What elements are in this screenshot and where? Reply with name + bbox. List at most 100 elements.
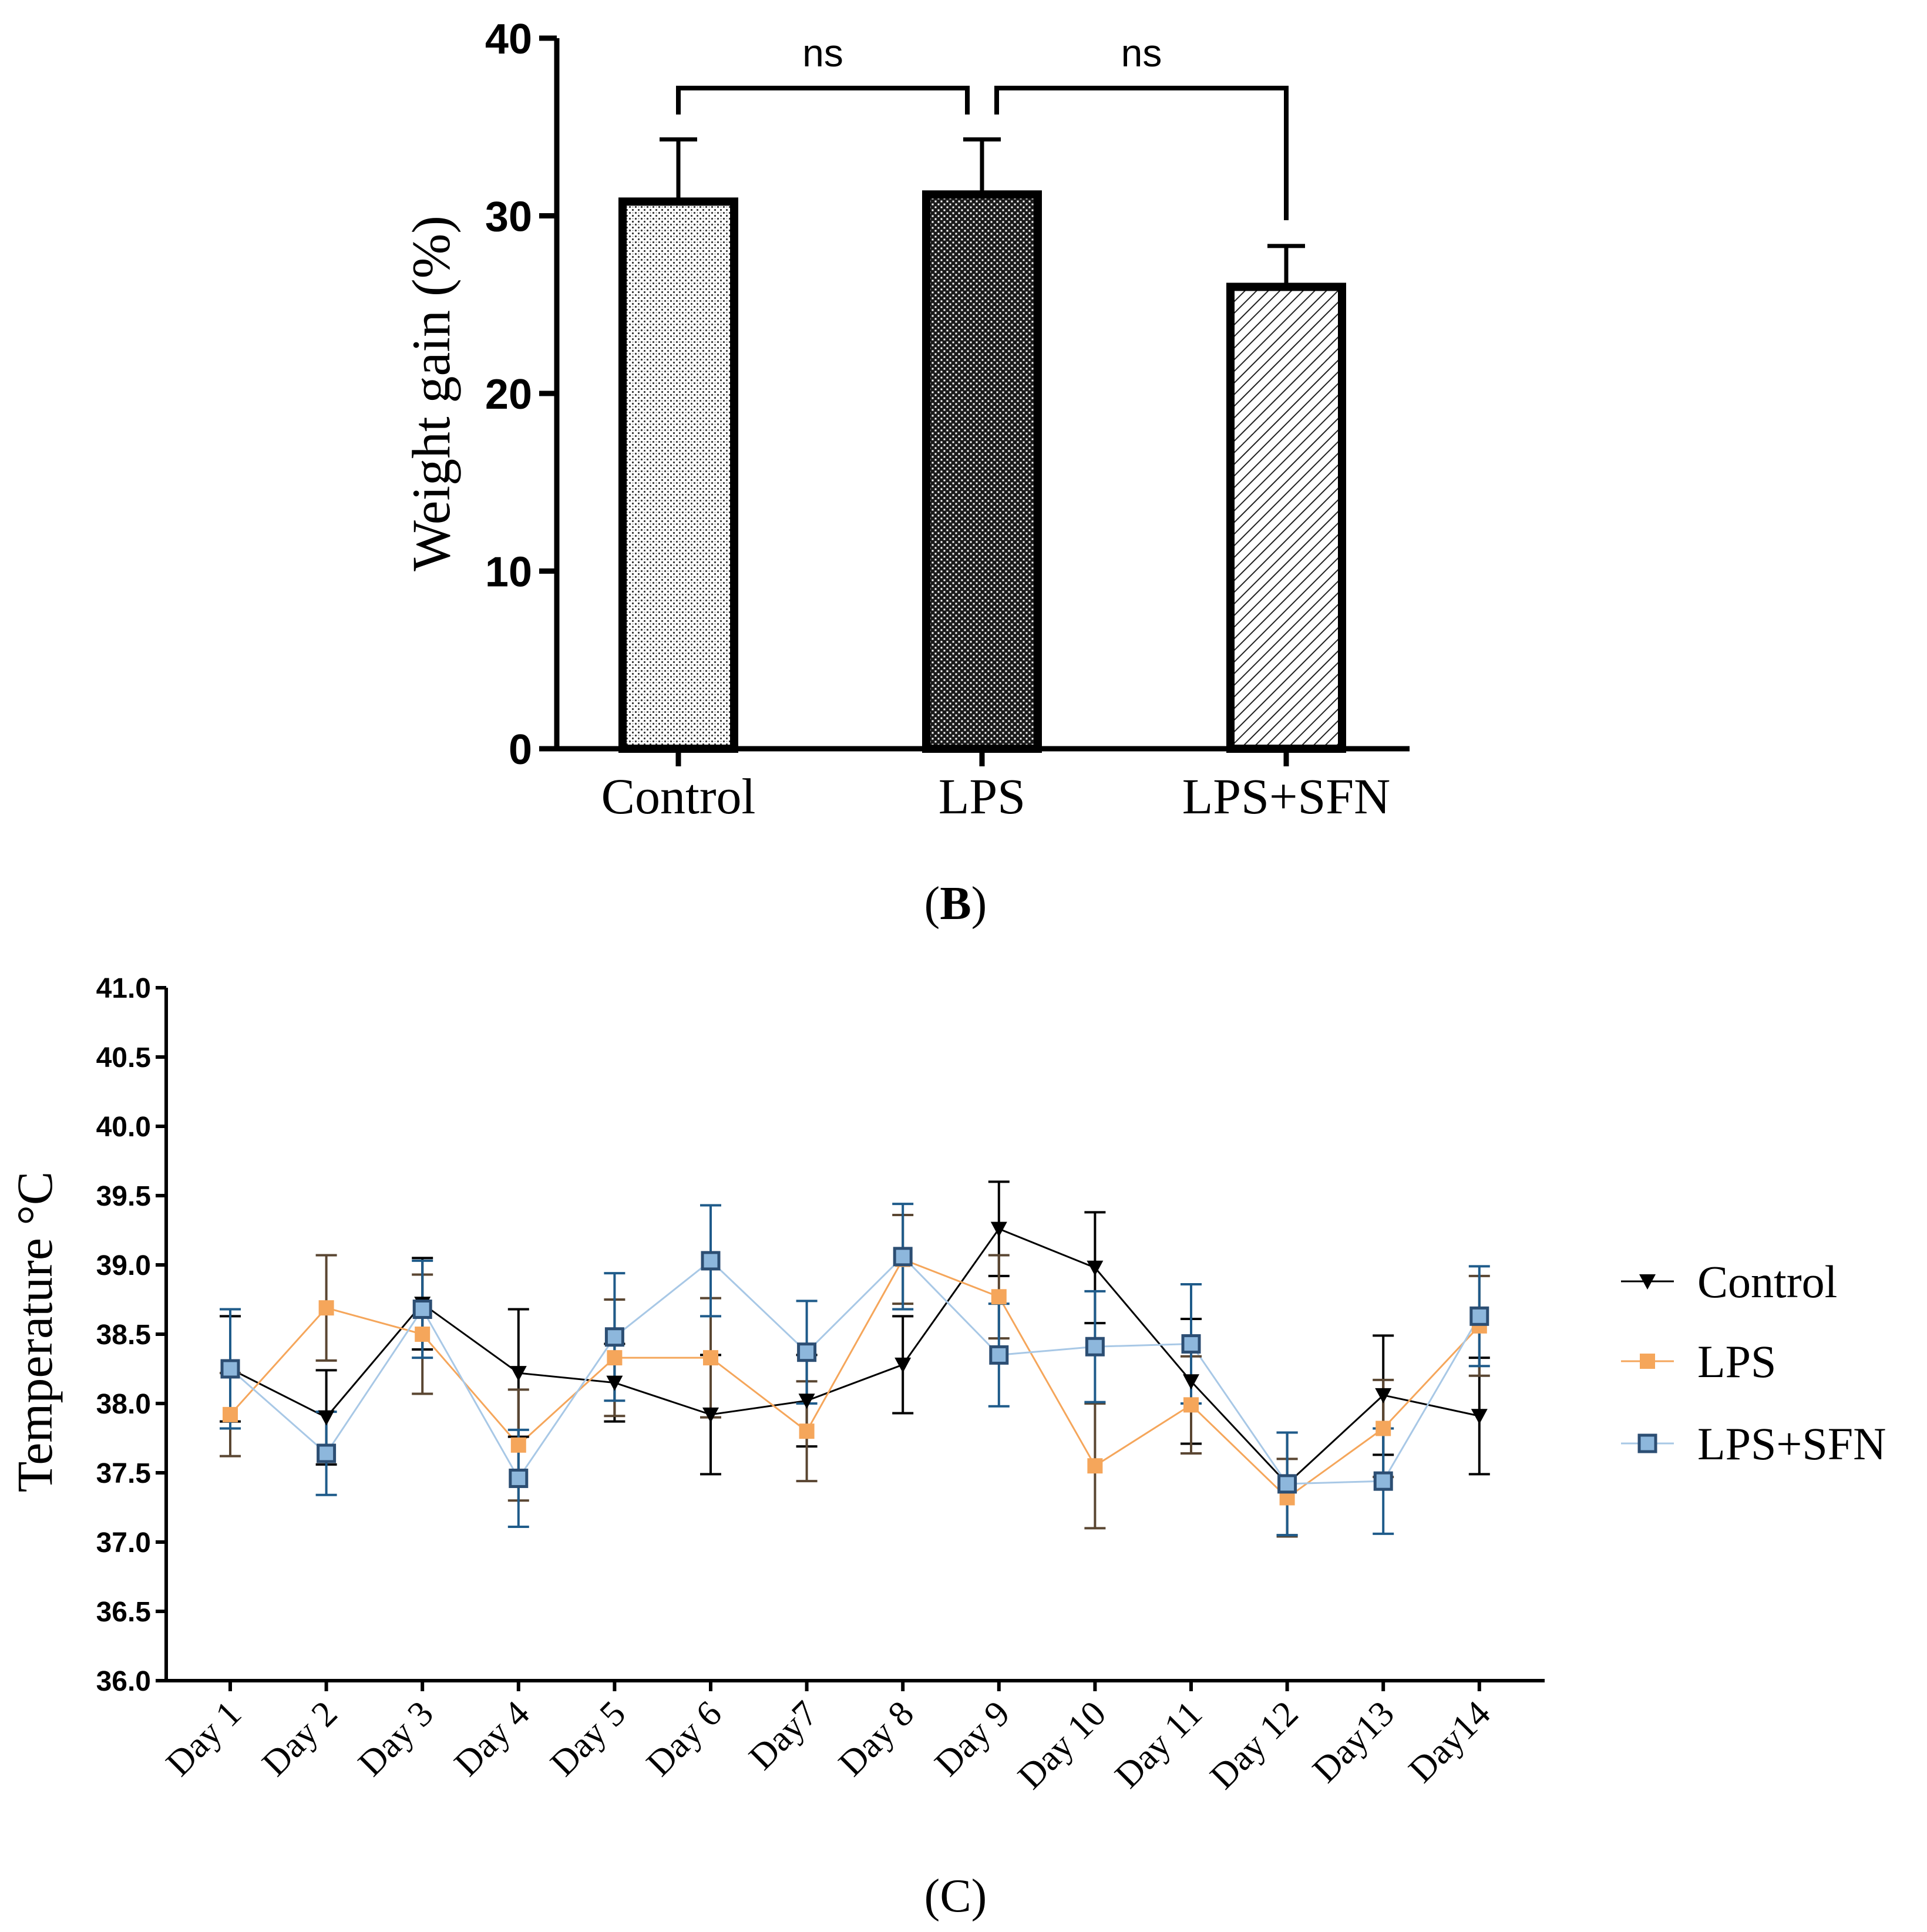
data-point-control [990, 1221, 1007, 1237]
data-point-control [510, 1366, 527, 1382]
panel-c-x-tick-label: Day 5 [543, 1694, 633, 1784]
data-point-lps-sfn [893, 1247, 913, 1267]
panel-c-y-tick-label: 39.0 [96, 1250, 151, 1281]
panel-b-x-tick-label: LPS+SFN [1182, 768, 1390, 824]
data-point-lps-sfn [1181, 1334, 1201, 1354]
series-line-lps-sfn [230, 1255, 1481, 1485]
series-line-lps [229, 1258, 1480, 1499]
data-point-lps-sfn [509, 1468, 529, 1488]
data-point-lps [703, 1350, 718, 1366]
panel-c-y-tick-label: 36.5 [96, 1597, 151, 1628]
panel-c-y-tick-label: 40.5 [96, 1042, 151, 1073]
data-point-lps [223, 1406, 238, 1422]
data-point-control [606, 1375, 623, 1391]
panel-b-y-tick-label: 30 [485, 194, 532, 241]
legend-marker [1637, 1433, 1657, 1453]
data-point-lps [318, 1300, 334, 1316]
panel-c-x-tick-label: Day 3 [351, 1694, 441, 1784]
panel-b-x-tick-label: LPS [939, 768, 1025, 824]
panel-c-y-axis-label: Temperature °C [6, 1172, 63, 1493]
panel-c-x-tick-label: Day14 [1401, 1694, 1498, 1790]
panel-b-significance: ns ns [676, 31, 1289, 220]
panel-c-y-ticks: 36.0 36.5 37.0 37.5 38.0 38.5 39.0 39.5 40.0 40.5… [96, 973, 166, 1697]
bar-control [618, 197, 738, 753]
data-point-lps [607, 1350, 623, 1366]
panel-c-x-tick-label: Day 9 [927, 1694, 1018, 1784]
significance-bracket [676, 86, 970, 115]
data-point-control [798, 1394, 815, 1409]
panel-c-x-tick-label: Day7 [741, 1694, 825, 1778]
panel-b-y-tick-label: 0 [509, 726, 532, 773]
panel-c-x-tick-label: Day 11 [1108, 1694, 1210, 1796]
panel-c-x-tick-label: Day 1 [159, 1694, 249, 1784]
data-point-lps [1087, 1458, 1103, 1474]
panel-c-x-tick-label: Day 8 [831, 1694, 922, 1784]
data-point-lps-sfn [1469, 1306, 1489, 1326]
panel-c-x-tick-label: Day 4 [447, 1694, 537, 1784]
panel-c-y-tick-label: 41.0 [96, 973, 151, 1004]
data-point-control [702, 1407, 719, 1423]
panel-c-y-tick-label: 38.0 [96, 1389, 151, 1420]
legend-label: LPS+SFN [1697, 1418, 1886, 1469]
data-point-lps-sfn [604, 1327, 624, 1347]
panel-c-caption: (C) [924, 1870, 987, 1922]
data-point-lps [1376, 1421, 1391, 1436]
data-point-lps-sfn [412, 1300, 432, 1320]
data-point-lps-sfn [317, 1443, 337, 1463]
panel-b-x-ticks: Control LPS LPS+SFN [601, 749, 1390, 824]
data-point-lps [799, 1423, 815, 1439]
data-point-lps [991, 1289, 1007, 1305]
panel-c-x-tick-label: Day 6 [639, 1694, 729, 1784]
panel-c-legend: Control LPS LPS+SFN [1621, 1256, 1886, 1469]
panel-c-y-tick-label: 40.0 [96, 1112, 151, 1143]
legend-marker [1640, 1354, 1655, 1369]
panel-c-x-tick-label: Day 12 [1203, 1694, 1306, 1797]
significance-label: ns [1121, 31, 1162, 75]
panel-b-errorbars [660, 137, 1305, 287]
panel-b-y-tick-label: 20 [485, 371, 532, 418]
panel-b-y-ticks: 0 10 20 30 40 [485, 16, 557, 773]
data-point-control [894, 1357, 912, 1373]
significance-bracket [994, 86, 1289, 220]
panel-c-letter: C [940, 1870, 971, 1922]
legend-marker [1639, 1274, 1656, 1290]
data-point-lps-sfn [220, 1359, 240, 1379]
panel-c-x-tick-label: Day 10 [1010, 1694, 1114, 1797]
data-point-lps [415, 1327, 431, 1342]
panel-b-letter: B [940, 878, 971, 930]
panel-c-y-tick-label: 37.5 [96, 1458, 151, 1489]
data-point-control [1183, 1374, 1199, 1390]
legend-label: Control [1697, 1256, 1837, 1307]
data-point-lps-sfn [797, 1342, 817, 1362]
data-point-lps-sfn [1085, 1337, 1105, 1357]
panel-c: 36.0 36.5 37.0 37.5 38.0 38.5 39.0 39.5 40.0 40.5… [6, 973, 1886, 1922]
panel-c-y-tick-label: 38.5 [96, 1320, 151, 1351]
bar-lps-sfn [1226, 282, 1346, 753]
data-point-control [1375, 1388, 1392, 1403]
data-point-control [1087, 1260, 1104, 1276]
panel-b-x-tick-label: Control [601, 768, 756, 824]
bar-lps [922, 190, 1042, 753]
panel-c-y-tick-label: 39.5 [96, 1181, 151, 1212]
panel-c-y-tick-label: 37.0 [96, 1527, 151, 1559]
data-point-lps-sfn [701, 1251, 721, 1271]
panel-b-y-axis-label: Weight gain (%) [401, 216, 461, 571]
data-point-lps-sfn [1277, 1474, 1297, 1494]
data-point-lps [510, 1437, 526, 1453]
significance-label: ns [802, 31, 843, 75]
panel-c-series [220, 1180, 1490, 1538]
panel-b-y-tick-label: 40 [485, 16, 532, 63]
data-point-control [1471, 1409, 1488, 1425]
panel-b: ns ns 0 10 20 30 40 Control LPS LPS+SFN Weight … [401, 16, 1410, 930]
panel-b-bars [618, 190, 1346, 753]
panel-b-y-tick-label: 10 [485, 549, 532, 596]
data-point-lps-sfn [989, 1345, 1009, 1365]
series-line-control [230, 1227, 1480, 1485]
panel-c-x-tick-label: Day 2 [254, 1694, 345, 1784]
legend-label: LPS [1697, 1336, 1776, 1387]
panel-c-x-tick-label: Day13 [1305, 1694, 1402, 1790]
panel-b-caption: (B) [924, 878, 987, 930]
data-point-lps [1183, 1397, 1199, 1413]
